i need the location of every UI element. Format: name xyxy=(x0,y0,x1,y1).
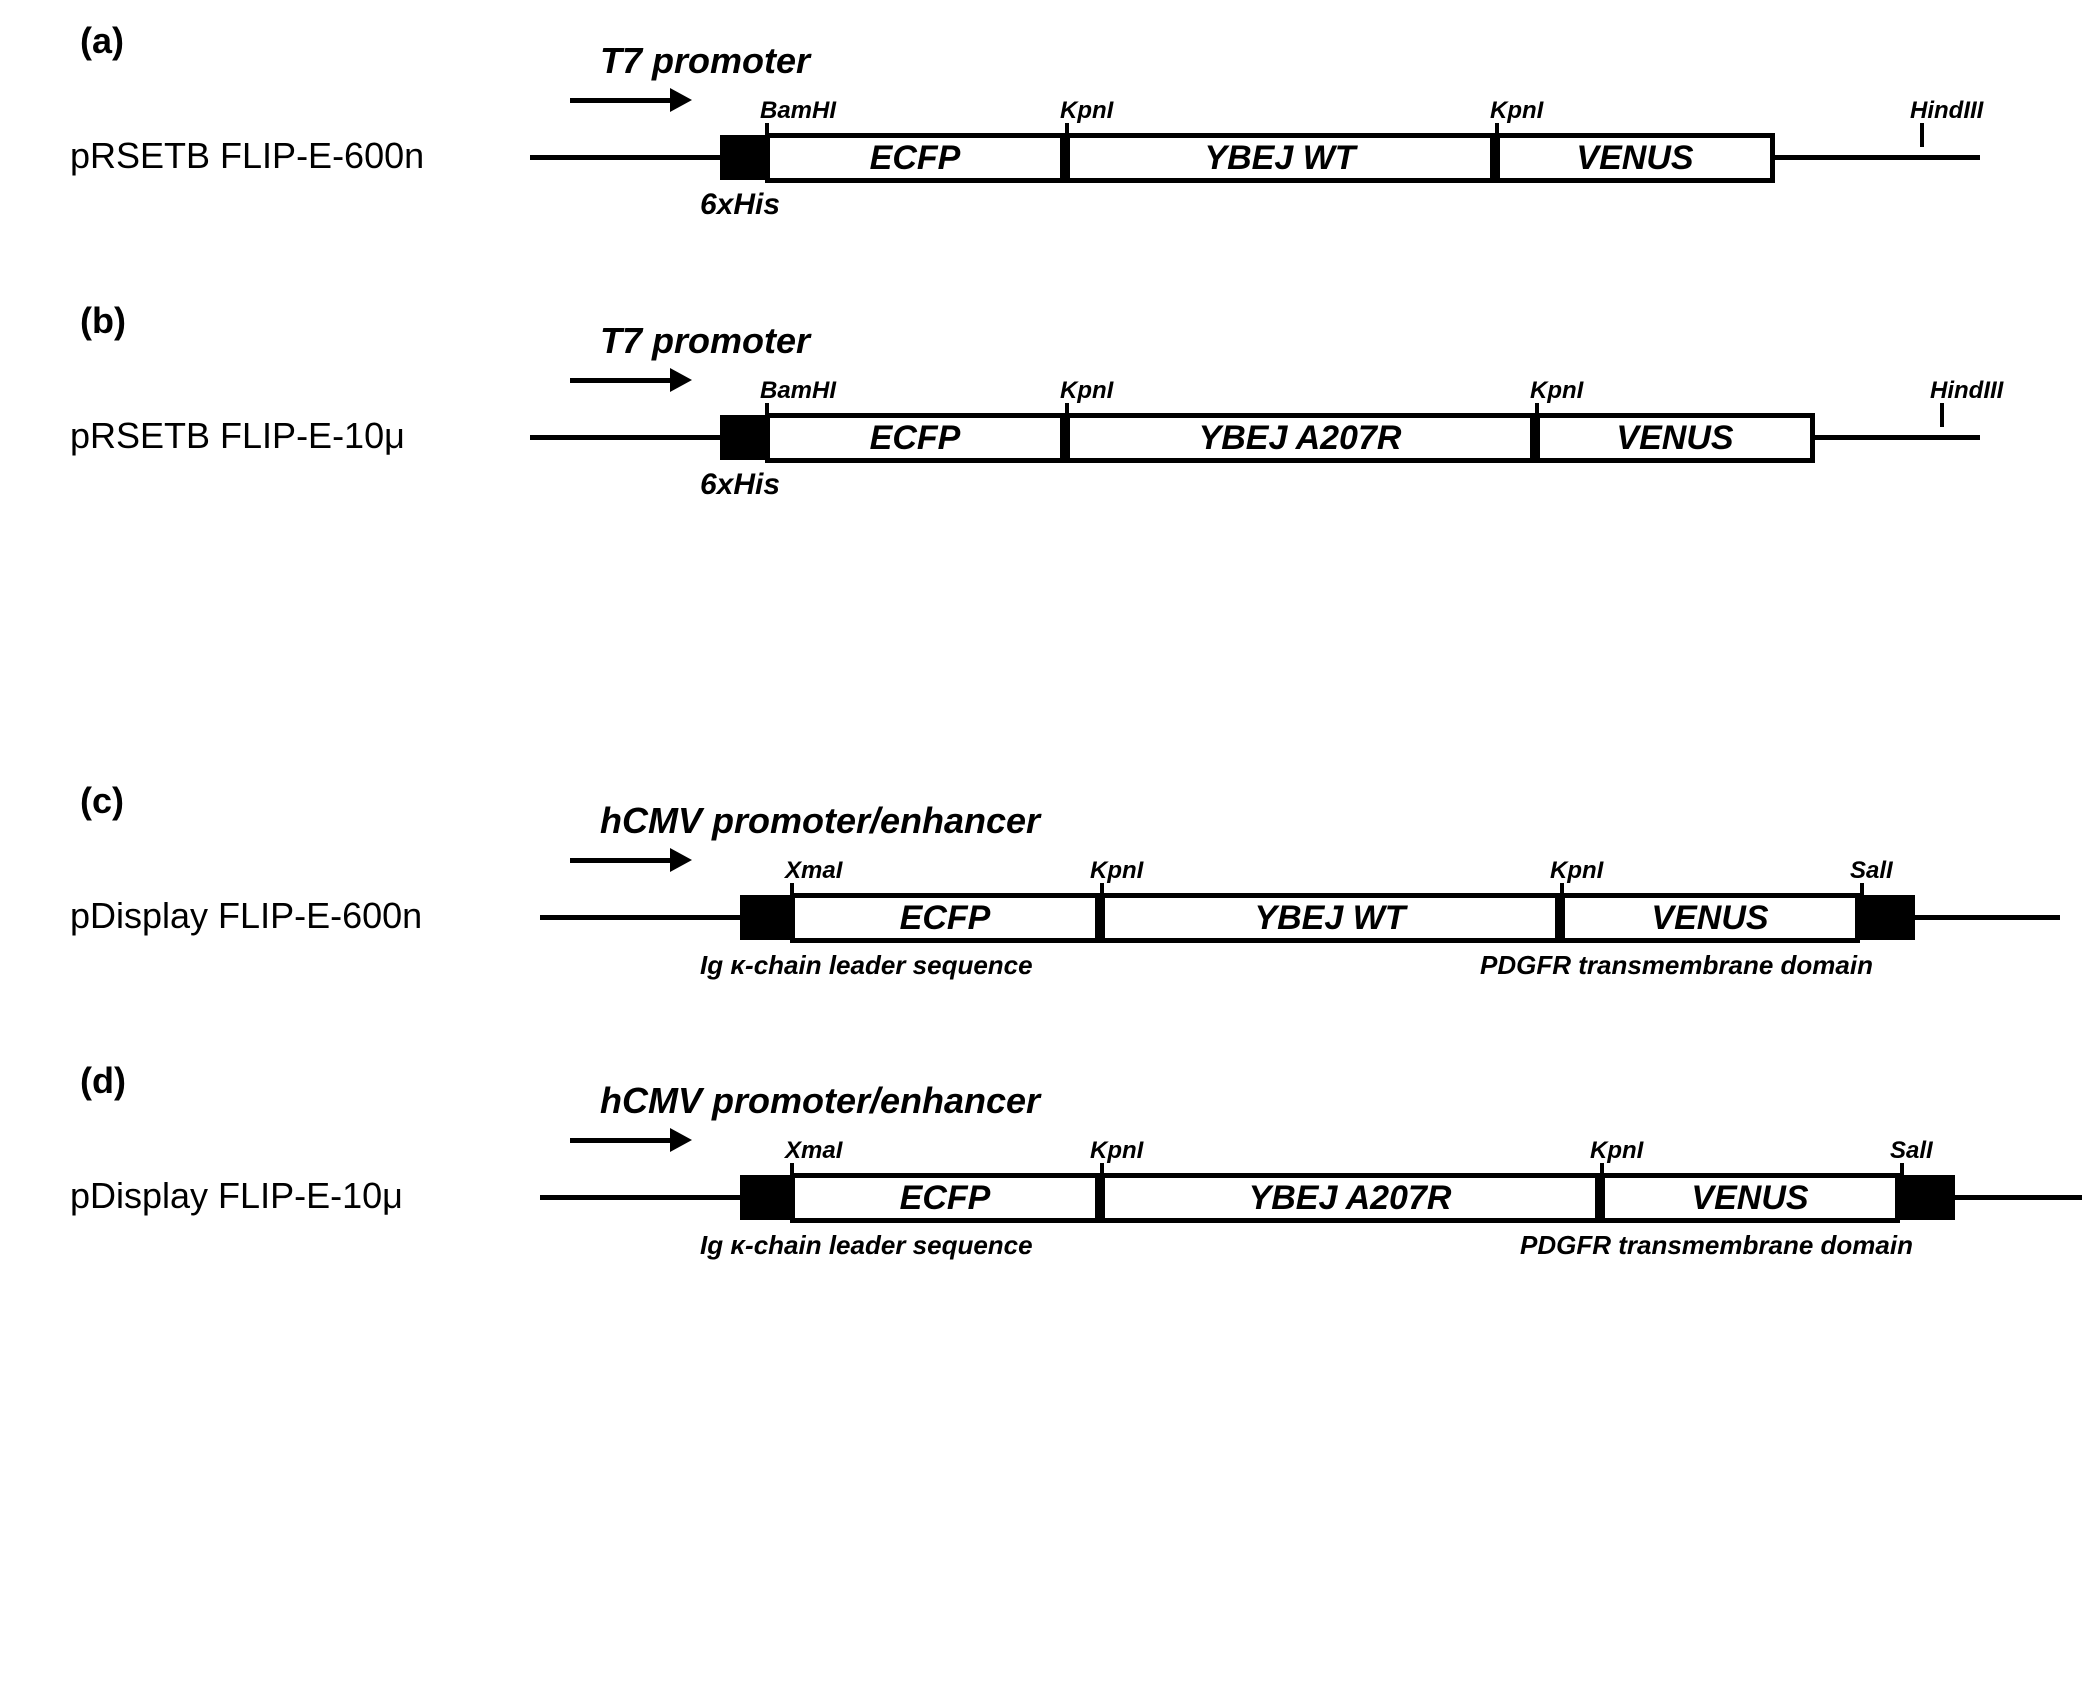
gene-box-venus: VENUS xyxy=(1600,1173,1900,1223)
upstream-tag-box xyxy=(720,135,765,180)
restriction-tick xyxy=(1065,123,1069,147)
downstream-note: PDGFR transmembrane domain xyxy=(1480,950,1873,981)
restriction-tick xyxy=(1900,1163,1904,1187)
gene-box-ybej-a207r: YBEJ A207R xyxy=(1065,413,1535,463)
promoter-arrow-icon xyxy=(570,368,692,392)
construct-d: (d)hCMV promoter/enhancerpDisplay FLIP-E… xyxy=(60,1080,2022,1280)
restriction-site-label: BamHI xyxy=(760,97,836,125)
construct-name: pDisplay FLIP-E-600n xyxy=(70,895,422,937)
restriction-tick xyxy=(1100,1163,1104,1187)
restriction-tick xyxy=(1100,883,1104,907)
construct-name: pRSETB FLIP-E-600n xyxy=(70,135,424,177)
downstream-note: PDGFR transmembrane domain xyxy=(1520,1230,1913,1261)
restriction-tick xyxy=(1940,403,1944,427)
promoter-label: T7 promoter xyxy=(600,320,810,362)
panel-label: (d) xyxy=(80,1060,126,1102)
gene-box-ecfp: ECFP xyxy=(765,413,1065,463)
gene-box-ecfp: ECFP xyxy=(765,133,1065,183)
panel-label: (b) xyxy=(80,300,126,342)
promoter-arrow-icon xyxy=(570,848,692,872)
construct-c: (c)hCMV promoter/enhancerpDisplay FLIP-E… xyxy=(60,800,2022,1000)
downstream-tag-box xyxy=(1860,895,1915,940)
restriction-tick xyxy=(1860,883,1864,907)
restriction-tick xyxy=(765,403,769,427)
restriction-site-label: SalI xyxy=(1890,1137,1933,1165)
restriction-tick xyxy=(1600,1163,1604,1187)
upstream-tag-box xyxy=(740,895,790,940)
restriction-tick xyxy=(1535,403,1539,427)
upstream-tag-box xyxy=(740,1175,790,1220)
promoter-label: hCMV promoter/enhancer xyxy=(600,800,1040,842)
restriction-site-label: KpnI xyxy=(1060,377,1113,405)
downstream-tag-box xyxy=(1900,1175,1955,1220)
restriction-site-label: BamHI xyxy=(760,377,836,405)
restriction-site-label: KpnI xyxy=(1590,1137,1643,1165)
restriction-tick xyxy=(790,883,794,907)
gene-box-ybej-wt: YBEJ WT xyxy=(1100,893,1560,943)
restriction-tick xyxy=(1065,403,1069,427)
restriction-tick xyxy=(1560,883,1564,907)
gene-box-venus: VENUS xyxy=(1535,413,1815,463)
upstream-tag-label: 6xHis xyxy=(700,468,780,502)
restriction-site-label: KpnI xyxy=(1550,857,1603,885)
restriction-site-label: XmaI xyxy=(785,1137,842,1165)
promoter-arrow-icon xyxy=(570,88,692,112)
restriction-site-label: KpnI xyxy=(1490,97,1543,125)
restriction-site-label: KpnI xyxy=(1060,97,1113,125)
restriction-site-label: SalI xyxy=(1850,857,1893,885)
promoter-label: T7 promoter xyxy=(600,40,810,82)
restriction-site-label: HindIII xyxy=(1930,377,2003,405)
gene-box-ecfp: ECFP xyxy=(790,1173,1100,1223)
construct-name: pDisplay FLIP-E-10μ xyxy=(70,1175,403,1217)
promoter-arrow-icon xyxy=(570,1128,692,1152)
gene-box-venus: VENUS xyxy=(1560,893,1860,943)
upstream-tag-box xyxy=(720,415,765,460)
restriction-site-label: KpnI xyxy=(1090,857,1143,885)
restriction-site-label: KpnI xyxy=(1530,377,1583,405)
plasmid-constructs-diagram: (a)T7 promoterpRSETB FLIP-E-600n6xHisECF… xyxy=(60,40,2022,1280)
restriction-tick xyxy=(1920,123,1924,147)
gene-box-ybej-a207r: YBEJ A207R xyxy=(1100,1173,1600,1223)
restriction-tick xyxy=(1495,123,1499,147)
restriction-tick xyxy=(765,123,769,147)
restriction-site-label: KpnI xyxy=(1090,1137,1143,1165)
promoter-label: hCMV promoter/enhancer xyxy=(600,1080,1040,1122)
restriction-site-label: HindIII xyxy=(1910,97,1983,125)
upstream-tag-label: 6xHis xyxy=(700,188,780,222)
gene-box-venus: VENUS xyxy=(1495,133,1775,183)
construct-name: pRSETB FLIP-E-10μ xyxy=(70,415,405,457)
restriction-site-label: XmaI xyxy=(785,857,842,885)
upstream-note: Ig κ-chain leader sequence xyxy=(700,950,1033,981)
construct-b: (b)T7 promoterpRSETB FLIP-E-10μ6xHisECFP… xyxy=(60,320,2022,520)
panel-label: (c) xyxy=(80,780,124,822)
restriction-tick xyxy=(790,1163,794,1187)
gene-box-ybej-wt: YBEJ WT xyxy=(1065,133,1495,183)
gene-box-ecfp: ECFP xyxy=(790,893,1100,943)
panel-label: (a) xyxy=(80,20,124,62)
construct-a: (a)T7 promoterpRSETB FLIP-E-600n6xHisECF… xyxy=(60,40,2022,240)
upstream-note: Ig κ-chain leader sequence xyxy=(700,1230,1033,1261)
